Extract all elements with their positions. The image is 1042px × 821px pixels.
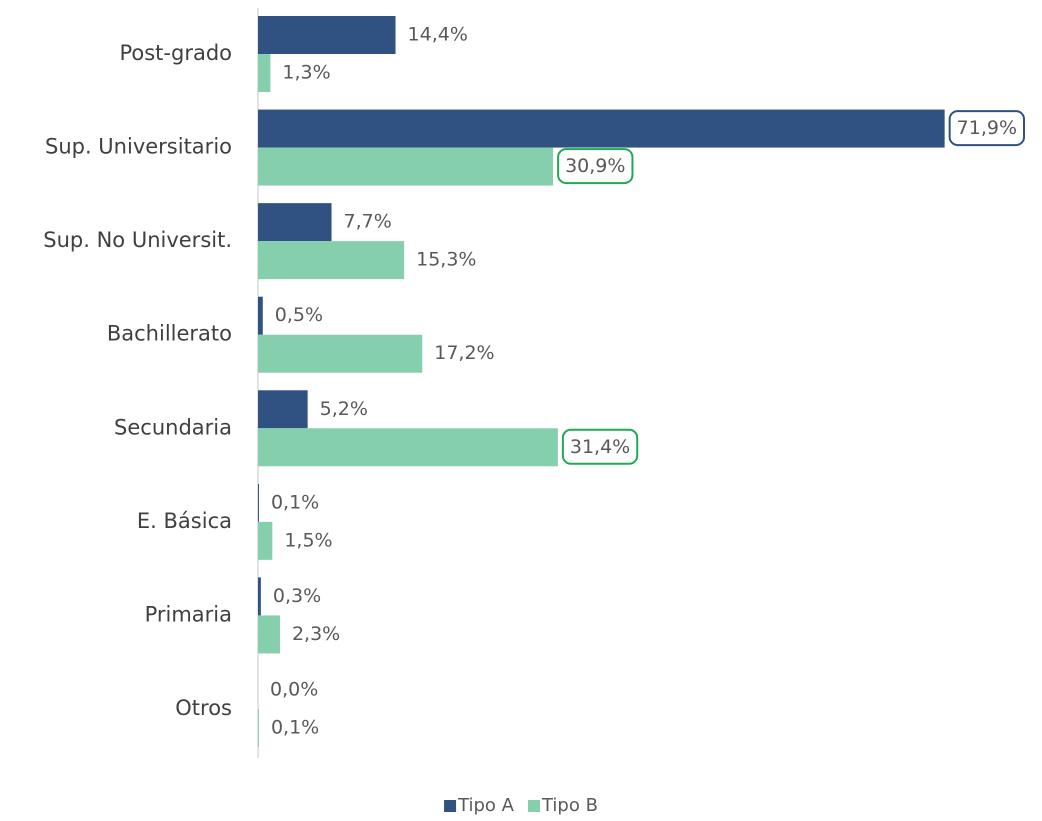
y-tick-label: Sup. Universitario	[45, 135, 232, 159]
bar	[258, 615, 280, 654]
bar	[258, 483, 259, 522]
legend-swatch	[444, 800, 457, 812]
value-label: 7,7%	[344, 211, 392, 233]
bar	[258, 147, 554, 186]
y-tick-label: Bachillerato	[107, 322, 232, 346]
y-tick-label: Post-grado	[119, 41, 232, 65]
highlight-box	[561, 428, 639, 465]
value-label: 15,3%	[416, 249, 476, 271]
value-label: 0,1%	[271, 716, 319, 738]
bar	[258, 203, 332, 242]
value-label: 30,9%	[565, 155, 625, 177]
value-label: 1,3%	[282, 62, 330, 84]
bar	[258, 521, 273, 560]
y-tick-label: Otros	[175, 696, 232, 720]
legend-label: Tipo B	[541, 795, 598, 816]
value-label: 14,4%	[408, 24, 468, 46]
value-label: 1,5%	[284, 529, 332, 551]
y-tick-label: Secundaria	[114, 415, 232, 439]
value-label: 0,3%	[273, 585, 321, 607]
bar	[258, 16, 396, 54]
bar	[258, 428, 558, 467]
bar	[258, 334, 423, 373]
legend-label: Tipo A	[457, 795, 515, 816]
bar	[258, 577, 261, 616]
y-tick-label: E. Básica	[137, 509, 232, 533]
bar	[258, 54, 271, 92]
highlight-box	[557, 148, 634, 185]
value-label: 17,2%	[434, 342, 494, 364]
y-tick-label: Primaria	[145, 602, 232, 626]
bar	[258, 390, 308, 429]
value-label: 71,9%	[957, 117, 1017, 139]
bar	[258, 109, 945, 148]
value-label: 5,2%	[320, 398, 368, 420]
value-label: 31,4%	[570, 436, 630, 458]
legend-swatch	[527, 800, 540, 812]
value-label: 0,0%	[270, 678, 318, 700]
bar	[258, 241, 405, 280]
bar	[258, 296, 263, 335]
y-tick-label: Sup. No Universit.	[43, 228, 232, 252]
value-label: 0,5%	[275, 304, 323, 326]
value-label: 0,1%	[271, 491, 319, 513]
bar	[258, 708, 259, 747]
highlight-box	[948, 110, 1026, 147]
value-label: 2,3%	[292, 623, 340, 645]
